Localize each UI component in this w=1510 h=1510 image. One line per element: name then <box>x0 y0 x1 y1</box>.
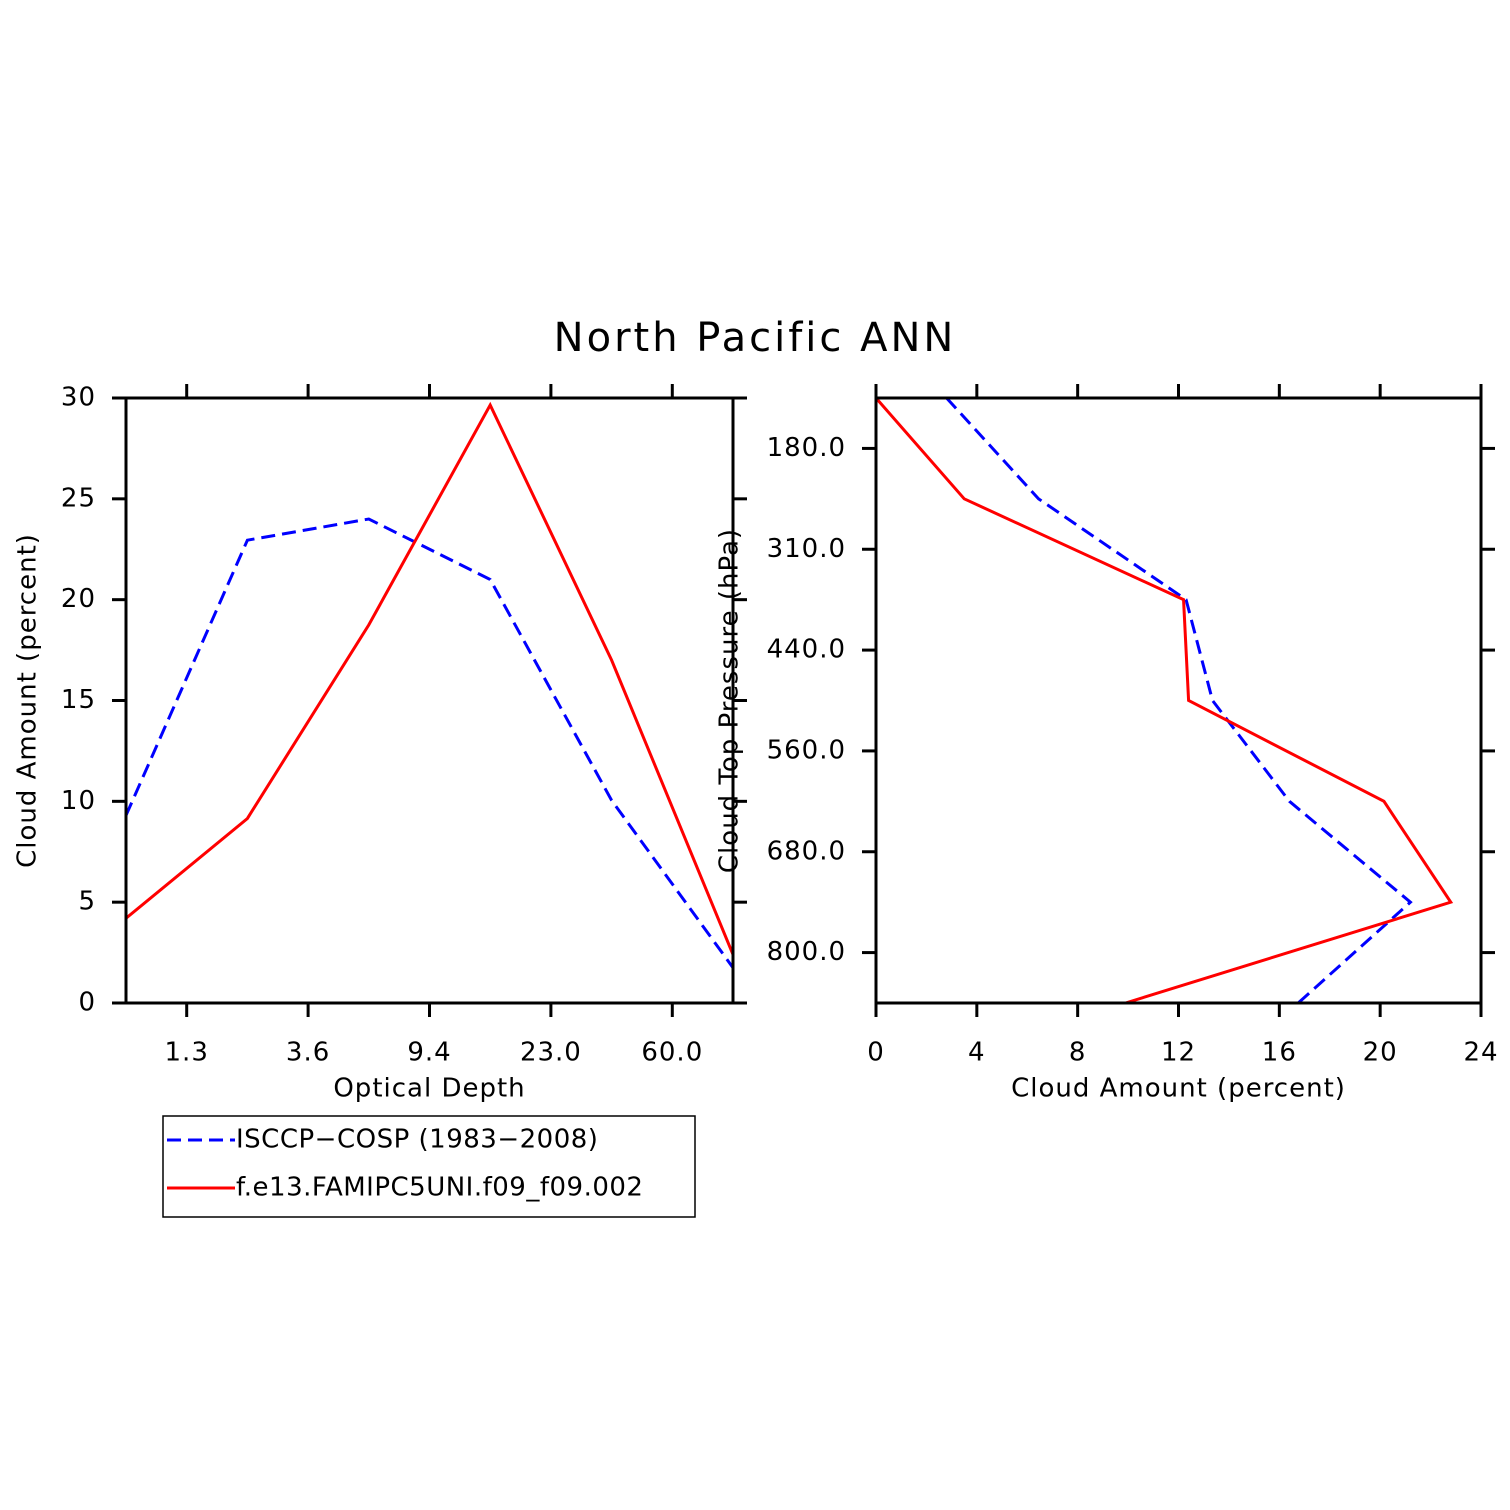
plot-frame <box>124 396 735 1005</box>
legend-box <box>162 1115 696 1218</box>
x-tick-label: 8 <box>1069 1038 1087 1068</box>
series-line <box>125 401 735 956</box>
x-axis-label: Cloud Amount (percent) <box>1011 1074 1346 1104</box>
x-tick-label: 0 <box>867 1038 885 1068</box>
series-line <box>874 397 1454 1005</box>
x-tick-label: 9.4 <box>407 1038 451 1068</box>
y-tick-label: 20 <box>61 584 96 614</box>
y-tick-label: 15 <box>61 685 96 715</box>
x-tick-label: 16 <box>1262 1038 1297 1068</box>
x-tick-label: 1.3 <box>165 1038 209 1068</box>
y-tick-label: 440.0 <box>767 635 846 665</box>
x-axis-label: Optical Depth <box>333 1074 525 1104</box>
y-tick-label: 30 <box>61 383 96 413</box>
y-axis-label: Cloud Top Pressure (hPa) <box>715 528 745 873</box>
x-tick-label: 3.6 <box>286 1038 330 1068</box>
series-line <box>124 517 735 969</box>
figure-title: North Pacific ANN <box>554 315 957 361</box>
y-tick-label: 800.0 <box>767 937 846 967</box>
x-tick-label: 4 <box>968 1038 986 1068</box>
y-tick-label: 310.0 <box>767 534 846 564</box>
x-tick-label: 23.0 <box>520 1038 582 1068</box>
y-tick-label: 0 <box>78 988 96 1018</box>
x-tick-label: 24 <box>1463 1038 1498 1068</box>
y-tick-label: 10 <box>61 786 96 816</box>
y-tick-label: 560.0 <box>767 735 846 765</box>
y-axis-label: Cloud Amount (percent) <box>13 533 43 868</box>
x-tick-label: 60.0 <box>641 1038 703 1068</box>
x-tick-label: 20 <box>1363 1038 1398 1068</box>
y-tick-label: 25 <box>61 483 96 513</box>
legend-label: f.e13.FAMIPC5UNI.f09_f09.002 <box>236 1173 643 1203</box>
plot-frame <box>874 396 1483 1005</box>
y-tick-label: 180.0 <box>767 433 846 463</box>
x-tick-label: 12 <box>1161 1038 1196 1068</box>
series-line <box>945 396 1413 1005</box>
y-tick-label: 5 <box>78 887 96 917</box>
legend-label: ISCCP−COSP (1983−2008) <box>236 1125 598 1155</box>
y-tick-label: 680.0 <box>767 836 846 866</box>
